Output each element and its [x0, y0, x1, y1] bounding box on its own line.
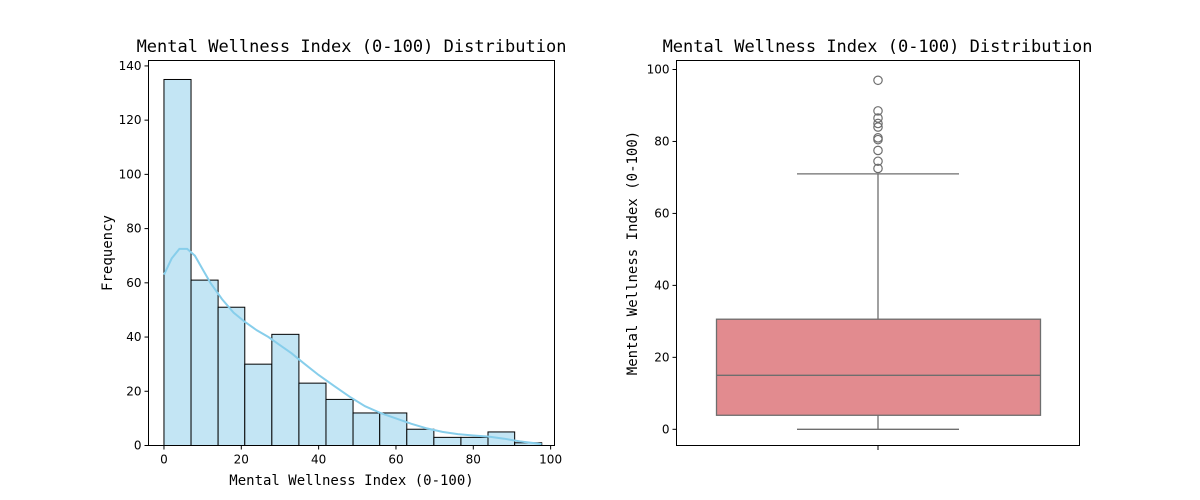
histogram-bar-2: [217, 306, 246, 446]
histogram-y-tick-label-0: 0: [134, 439, 142, 453]
histogram-x-tick-label-3: 60: [388, 453, 403, 467]
histogram-y-tick-label-6: 120: [119, 113, 142, 127]
boxplot-y-tick-label-5: 100: [647, 62, 670, 76]
outlier-point-9: [873, 75, 883, 86]
boxplot-title: Mental Wellness Index (0-100) Distributi…: [663, 37, 1093, 57]
histogram-x-axis-label: Mental Wellness Index (0-100): [229, 473, 473, 489]
boxplot-y-axis-label: Mental Wellness Index (0-100): [625, 131, 641, 375]
histogram-x-tick-label-0: 0: [160, 453, 168, 467]
histogram-bar-9: [406, 428, 435, 446]
histogram-x-tick-label-2: 40: [311, 453, 326, 467]
outlier-point-6: [873, 118, 883, 129]
histogram-title: Mental Wellness Index (0-100) Distributi…: [137, 37, 567, 57]
outlier-point-1: [873, 156, 883, 167]
boxplot-y-tick-label-0: 0: [662, 422, 670, 436]
boxplot-elements: [715, 75, 1042, 430]
kde-curve: [163, 247, 542, 446]
histogram-bar-1: [190, 279, 219, 446]
boxplot-y-tick-label-3: 60: [654, 206, 669, 220]
boxplot-y-ticks: 0 20 40 60 80 100: [647, 62, 677, 436]
histogram-y-tick-label-1: 20: [126, 384, 141, 398]
histogram-y-tick-label-2: 40: [126, 330, 141, 344]
boxplot-plot-frame: [676, 60, 1080, 446]
outlier-point-7: [873, 113, 883, 123]
outlier-point-0: [873, 163, 883, 174]
boxplot-y-tick-label-1: 20: [654, 350, 669, 364]
histogram-bar-7: [352, 412, 381, 446]
histogram-plot-frame: [148, 60, 555, 446]
histogram-x-ticks: 0 20 40 60 80 100: [160, 445, 562, 467]
boxplot-y-tick-label-2: 40: [654, 278, 669, 292]
histogram-bar-4: [271, 333, 300, 447]
histogram-x-tick-label-1: 20: [234, 453, 249, 467]
histogram-y-ticks: 0 20 40 60 80 100 120 140: [119, 59, 149, 453]
histogram-bar-0: [163, 78, 192, 446]
histogram-y-tick-label-7: 140: [119, 59, 142, 73]
histogram-y-tick-label-4: 80: [126, 222, 141, 236]
outlier-point-2: [873, 145, 883, 156]
interquartile-box: [715, 318, 1042, 416]
histogram-x-tick-label-5: 100: [539, 453, 562, 467]
histogram-y-tick-label-5: 100: [119, 167, 142, 181]
histogram-y-axis-label: Frequency: [100, 215, 116, 291]
histogram-bar-11: [460, 436, 489, 447]
histogram-bar-10: [433, 436, 462, 447]
histogram-chart: Mental Wellness Index (0-100) Distributi…: [100, 37, 566, 489]
histogram-bar-5: [298, 382, 327, 446]
histogram-x-tick-label-4: 80: [466, 453, 481, 467]
histogram-bar-3: [244, 363, 273, 446]
boxplot-y-tick-label-4: 80: [654, 134, 669, 148]
histogram-bar-6: [325, 398, 354, 446]
histogram-bars: [163, 78, 543, 447]
outlier-point-4: [873, 133, 883, 143]
outlier-point-8: [873, 106, 883, 116]
histogram-y-tick-label-3: 60: [126, 276, 141, 290]
boxplot-chart: Mental Wellness Index (0-100) Distributi…: [625, 37, 1092, 450]
